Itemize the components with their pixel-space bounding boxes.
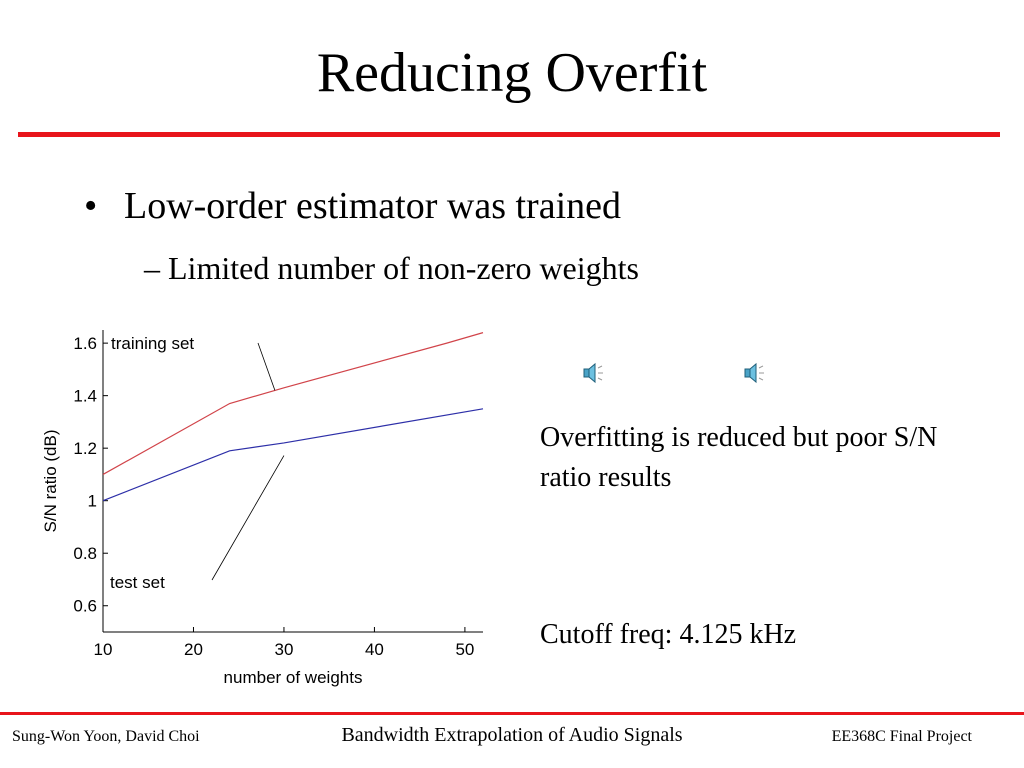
x-tick-label: 50 (455, 640, 474, 659)
footer-project: EE368C Final Project (831, 728, 972, 745)
footer-divider (0, 712, 1024, 715)
cutoff-frequency: Cutoff freq: 4.125 kHz (540, 619, 797, 650)
sub-bullet-text: – Limited number of non-zero weights (144, 250, 639, 286)
speaker-icon[interactable] (580, 360, 606, 386)
y-tick-label: 1.6 (73, 334, 97, 353)
snr-chart: 0.6 0.8 1 1.2 1.4 1.6 10 20 30 40 50 number of weig… (41, 330, 484, 687)
bullet-marker: • (84, 185, 98, 227)
y-tick-label: 0.6 (73, 597, 97, 616)
footer-authors: Sung-Won Yoon, David Choi (12, 728, 200, 745)
overfitting-note: Overfitting is reduced but poor S/N rati… (540, 422, 938, 493)
y-tick-label: 1.4 (73, 387, 97, 406)
y-axis-label: S/N ratio (dB) (41, 430, 60, 533)
y-tick-label: 0.8 (73, 544, 97, 563)
title-divider (18, 132, 1000, 137)
x-tick-label: 40 (365, 640, 384, 659)
x-tick-label: 20 (184, 640, 203, 659)
bullet-point: • Low-order estimator was trained (84, 183, 621, 229)
y-tick-label: 1.2 (73, 439, 97, 458)
test-set-pointer (211, 455, 285, 581)
x-tick-label: 10 (94, 640, 113, 659)
slide-title: Reducing Overfit (316, 42, 708, 104)
footer-title: Bandwidth Extrapolation of Audio Signals (341, 724, 683, 746)
y-tick-label: 1 (88, 492, 97, 511)
x-tick-label: 30 (274, 640, 293, 659)
test-set-annotation: test set (110, 573, 165, 592)
speaker-icon[interactable] (741, 360, 767, 386)
training-set-pointer (257, 342, 276, 391)
x-axis-label: number of weights (224, 668, 363, 687)
training-set-annotation: training set (111, 334, 194, 353)
test-set-line (102, 408, 484, 502)
training-set-line (102, 332, 484, 475)
bullet-text: Low-order estimator was trained (124, 185, 621, 227)
